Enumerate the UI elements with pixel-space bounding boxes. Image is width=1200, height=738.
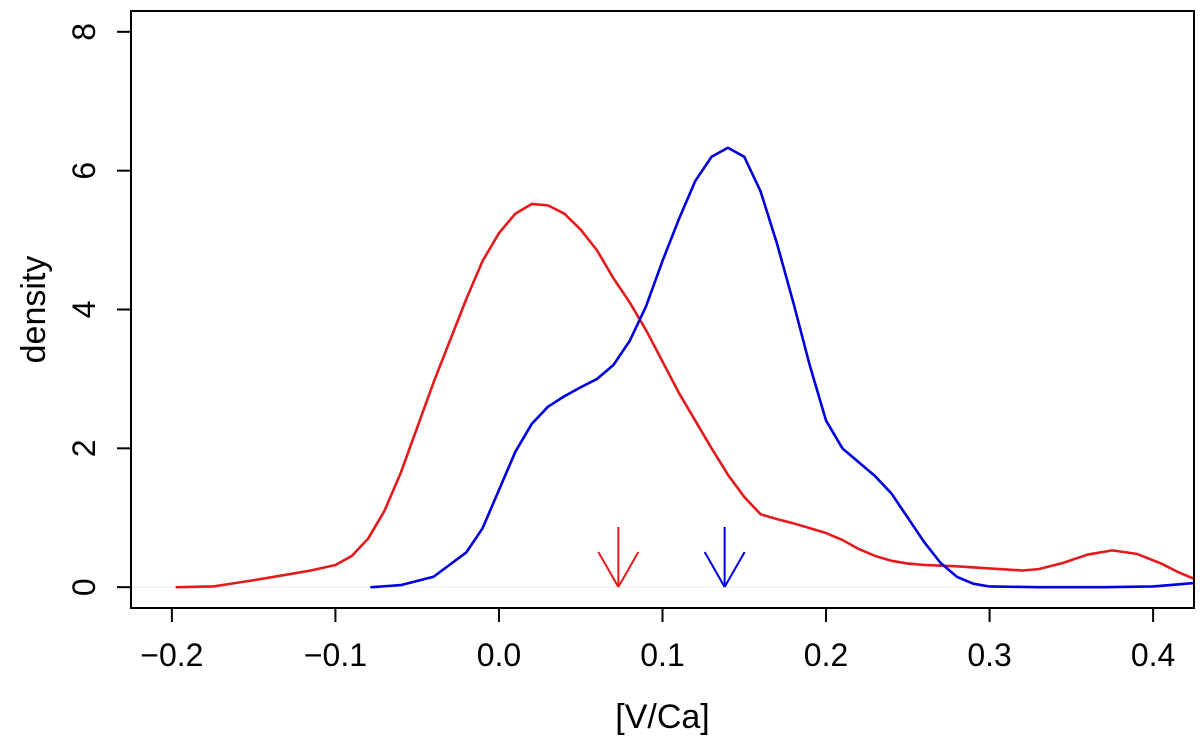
red-density-marker-arrow	[597, 527, 640, 588]
y-tick-label: 2	[66, 439, 102, 457]
x-tick-label: 0.0	[477, 637, 521, 673]
blue-density-curve	[370, 146, 1194, 589]
arrow-head-right	[617, 551, 640, 588]
y-tick-label: 8	[66, 23, 102, 41]
x-tick-label: 0.2	[804, 637, 848, 673]
plot-frame	[130, 10, 1195, 609]
y-tick-label: 0	[66, 578, 102, 596]
series-layer	[175, 146, 1194, 589]
y-tick-label: 4	[66, 301, 102, 319]
y-axis-title: density	[15, 256, 53, 364]
arrow-head-left	[703, 551, 726, 588]
x-tick-label: −0.1	[304, 637, 367, 673]
arrow-head-left	[597, 551, 620, 588]
x-tick-label: −0.2	[140, 637, 203, 673]
x-axis: −0.2 −0.1 0.0 0.1 0.2 0.3 0.4	[140, 607, 1175, 673]
arrow-head-right	[723, 551, 746, 588]
y-tick-label: 6	[66, 162, 102, 180]
x-axis-title: [V/Ca]	[615, 698, 709, 736]
blue-density-marker-arrow	[703, 527, 746, 588]
x-tick-label: 0.4	[1131, 637, 1175, 673]
x-tick-label: 0.1	[640, 637, 684, 673]
marker-layer	[597, 527, 746, 588]
y-axis: 0 2 4 6 8	[66, 23, 132, 596]
x-tick-label: 0.3	[967, 637, 1011, 673]
red-density-curve	[175, 202, 1194, 589]
